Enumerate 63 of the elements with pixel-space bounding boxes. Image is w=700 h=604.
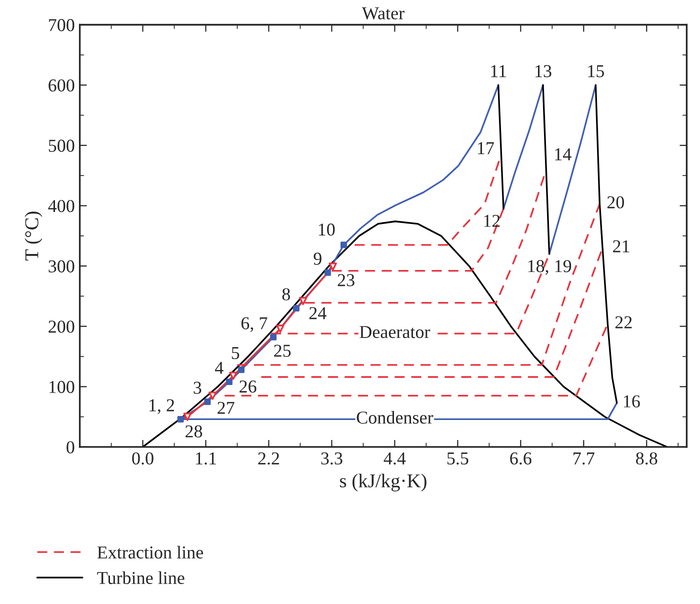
annotation: Condenser: [356, 411, 434, 424]
annotation: 13: [536, 65, 552, 78]
y-tick-label: 700: [49, 19, 74, 32]
point: [324, 269, 331, 276]
point: [208, 392, 217, 400]
annotation: 16: [624, 395, 640, 408]
legend-label: Extraction line: [97, 546, 203, 559]
annotation: 3: [194, 382, 202, 394]
x-tick-label: 5.5: [447, 452, 468, 465]
legend-label: Turbine line: [97, 571, 184, 584]
point: [238, 366, 244, 373]
annotation: 23: [338, 274, 354, 286]
point: [177, 416, 184, 422]
annotation: 10: [318, 224, 335, 236]
x-tick-label: 8.8: [636, 452, 658, 465]
x-tick-label: 4.4: [384, 452, 406, 465]
y-tick-label: 100: [49, 380, 74, 394]
point: [328, 262, 337, 271]
annotation: 28: [186, 425, 202, 438]
y-tick-label: 600: [48, 79, 74, 92]
x-tick-label: 0.0: [132, 452, 154, 465]
y-axis-title: T (°C): [24, 212, 42, 261]
annotation: 14: [555, 148, 572, 160]
x-tick-label: 7.7: [574, 452, 594, 465]
point: [270, 334, 277, 340]
annotation: 5: [232, 347, 240, 360]
annotation: 9: [314, 252, 322, 265]
annotation: 6, 7: [241, 317, 268, 332]
annotation: 11: [491, 65, 506, 78]
annotation: 17: [478, 142, 494, 154]
x-tick-label: 2.2: [258, 452, 280, 465]
y-tick-label: 0: [66, 441, 74, 454]
annotation: 15: [588, 65, 604, 78]
y-tick-label: 200: [48, 320, 74, 333]
y-tick-label: 300: [48, 260, 74, 272]
annotation: Deaerator: [360, 326, 430, 338]
point: [229, 372, 238, 380]
x-tick-label: 6.6: [510, 452, 532, 465]
y-tick-label: 400: [48, 200, 74, 212]
point: [299, 296, 308, 306]
annotation: 22: [615, 316, 632, 328]
x-tick-label: 1.1: [196, 452, 216, 465]
point: [292, 305, 300, 312]
annotation: 20: [607, 196, 624, 208]
point: [183, 412, 192, 421]
annotation: 26: [240, 380, 256, 393]
annotation: 27: [218, 402, 234, 414]
x-tick-label: 3.3: [321, 452, 342, 465]
annotation: 4: [215, 362, 224, 374]
annotation: 12: [484, 214, 500, 227]
x-axis-title: s (kJ/kg·K): [340, 474, 426, 492]
point: [226, 378, 232, 386]
y-tick-label: 500: [48, 140, 74, 152]
annotation: 24: [309, 307, 326, 320]
annotation: 1, 2: [150, 399, 174, 414]
chart-title: Water: [362, 7, 404, 20]
point: [276, 324, 284, 333]
point: [204, 398, 211, 405]
annotation: 8: [282, 288, 290, 300]
point: [340, 242, 347, 248]
annotation: 21: [613, 240, 630, 252]
annotation: 18, 19: [528, 260, 572, 275]
annotation: 25: [274, 344, 291, 357]
